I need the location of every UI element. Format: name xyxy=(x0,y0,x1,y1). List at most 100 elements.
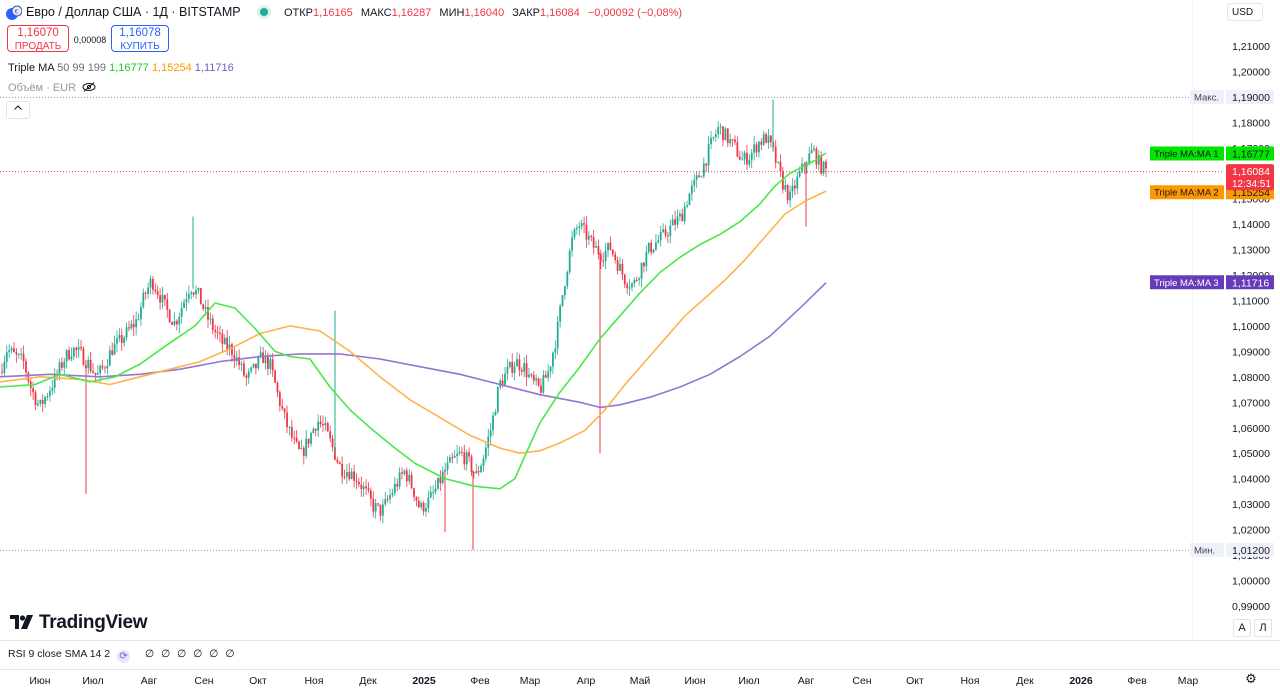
candle-body xyxy=(92,371,94,373)
collapse-legend-button[interactable] xyxy=(6,101,30,119)
candle-body xyxy=(274,370,276,383)
candle xyxy=(544,370,547,378)
candle-body xyxy=(281,405,284,409)
candle-body xyxy=(353,471,356,481)
candle-body xyxy=(336,459,339,463)
candle xyxy=(118,328,121,343)
currency-button[interactable]: USD xyxy=(1227,3,1263,21)
price-tick-label: 1,08000 xyxy=(1232,372,1270,384)
candle-body xyxy=(307,438,310,444)
candle xyxy=(564,285,566,300)
candle-body xyxy=(724,128,727,141)
candle xyxy=(80,340,82,351)
candle xyxy=(374,499,377,519)
candle-body xyxy=(226,337,229,349)
candle-body xyxy=(5,352,8,362)
candle xyxy=(381,498,384,524)
candle xyxy=(434,480,437,495)
candle xyxy=(180,302,183,324)
candle-body xyxy=(484,447,487,459)
candle xyxy=(786,184,789,205)
candle-body xyxy=(655,242,657,250)
candle xyxy=(638,276,641,286)
candle-body xyxy=(494,411,497,416)
candle xyxy=(556,315,559,355)
candle xyxy=(585,216,588,248)
candle-body xyxy=(556,321,559,349)
candle xyxy=(214,324,217,339)
candle xyxy=(135,311,138,336)
candle xyxy=(123,335,126,347)
candle xyxy=(307,438,310,448)
candle xyxy=(171,321,173,325)
candle-body xyxy=(578,226,581,228)
candle-body xyxy=(678,213,681,217)
gear-icon[interactable]: ⚙ xyxy=(1245,671,1257,686)
candle-body xyxy=(461,451,463,453)
candle xyxy=(640,262,643,288)
candle-body xyxy=(674,219,676,225)
candle-body xyxy=(657,240,660,243)
max-badge-value-bg xyxy=(1226,89,1274,104)
triple-ma-legend[interactable]: Triple MA 50 99 199 1,16777 1,15254 1,11… xyxy=(8,62,234,74)
candle-body xyxy=(247,371,250,378)
candle-body xyxy=(571,237,573,251)
volume-legend[interactable]: Объём · EUR xyxy=(8,82,96,94)
candle-body xyxy=(750,152,753,160)
candle xyxy=(520,367,523,376)
price-tick-label: 1,20000 xyxy=(1232,66,1270,78)
candle-body xyxy=(492,415,494,431)
candle-body xyxy=(293,437,296,439)
candle xyxy=(348,463,351,481)
candle xyxy=(626,282,629,295)
time-tick-label: Ноя xyxy=(960,675,979,687)
candle-body xyxy=(168,309,171,323)
ma-label-value: 1,15254 xyxy=(1232,187,1270,199)
buy-button[interactable]: 1,16078 КУПИТЬ xyxy=(111,25,169,52)
rsi-legend[interactable]: RSI 9 close SMA 14 2 ⟳ ∅ ∅ ∅ ∅ ∅ ∅ xyxy=(8,648,236,663)
candle-body xyxy=(525,363,528,378)
candle-body xyxy=(767,135,770,143)
candle xyxy=(226,329,229,356)
candle-body xyxy=(437,477,439,489)
candle-body xyxy=(202,304,205,309)
candle-body xyxy=(705,163,708,166)
candle-body xyxy=(15,352,18,355)
refresh-icon[interactable]: ⟳ xyxy=(117,650,131,663)
candle-body xyxy=(60,362,63,368)
candle xyxy=(667,231,669,244)
price-tick-label: 1,13000 xyxy=(1232,245,1270,257)
symbol-title[interactable]: Евро / Доллар США · 1Д · BITSTAMP xyxy=(26,5,241,19)
market-open-indicator xyxy=(260,8,268,16)
max-badge: Макс. 1,19000 xyxy=(1190,89,1274,104)
candle-body xyxy=(645,251,648,267)
candle xyxy=(305,430,308,459)
candle-body xyxy=(573,229,576,238)
candle-body xyxy=(817,155,820,165)
buy-label: КУПИТЬ xyxy=(120,41,160,52)
sell-button[interactable]: 1,16070 ПРОДАТЬ xyxy=(7,25,69,52)
candle-body xyxy=(597,246,600,255)
candle-body xyxy=(475,471,478,474)
candle-body xyxy=(147,287,150,294)
candle-body xyxy=(422,502,425,512)
candle-body xyxy=(283,408,286,413)
candle-body xyxy=(240,363,243,365)
candle-body xyxy=(369,490,372,499)
eye-crossed-icon[interactable] xyxy=(82,82,96,92)
candle-body xyxy=(331,438,334,448)
candle-body xyxy=(626,284,629,289)
candle-body xyxy=(803,163,806,167)
auto-scale-button[interactable]: A xyxy=(1233,619,1251,637)
candle-body xyxy=(367,488,370,491)
candle-body xyxy=(58,362,61,375)
candle xyxy=(331,435,334,452)
log-scale-button[interactable]: Л xyxy=(1254,619,1272,637)
candle-body xyxy=(575,227,578,230)
candle-body xyxy=(487,436,490,448)
candle-body xyxy=(741,159,744,161)
candle-body xyxy=(171,322,173,325)
candle xyxy=(743,150,746,165)
